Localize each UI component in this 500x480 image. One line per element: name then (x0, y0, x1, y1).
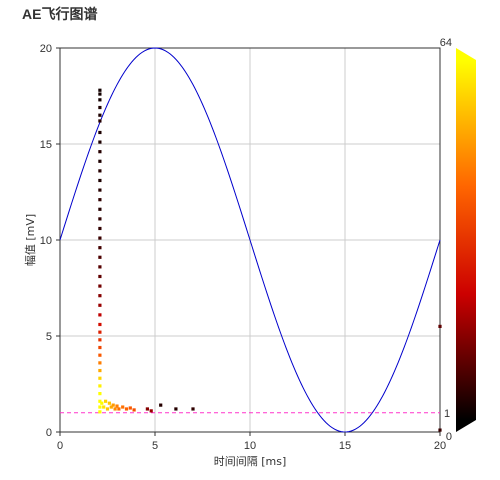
scatter-point (98, 226, 102, 231)
scatter-point (98, 399, 102, 403)
scatter-point (98, 98, 102, 102)
scatter-point (98, 119, 102, 123)
scatter-point (98, 303, 102, 307)
scatter-point (132, 408, 136, 412)
scatter-point (128, 406, 132, 410)
reference-sine-curve (59, 47, 441, 433)
scatter-point (98, 169, 102, 173)
x-tick-label: 10 (244, 440, 256, 452)
scatter-point (98, 236, 102, 240)
scatter-point (98, 284, 102, 288)
scatter-point (98, 392, 102, 396)
scatter-point (104, 399, 108, 403)
y-tick-label: 15 (40, 139, 52, 151)
scatter-point (107, 401, 111, 405)
scatter-point (149, 409, 153, 413)
scatter-point (98, 92, 102, 96)
chart-title: AE飞行图谱 (22, 6, 98, 22)
scatter-point (145, 407, 149, 411)
scatter-point (98, 322, 102, 327)
y-tick-label: 5 (46, 331, 52, 343)
scatter-point (105, 407, 110, 411)
scatter-point (124, 407, 129, 411)
scatter-point (98, 150, 102, 154)
scatter-point (159, 403, 163, 407)
colorbar-min-label: 0 (446, 431, 452, 443)
x-tick-label: 5 (152, 440, 158, 452)
scatter-point (98, 130, 102, 135)
colorbar: 64 0 (440, 37, 476, 443)
x-axis-label: 时间间隔 [ms] (214, 455, 287, 468)
scatter-point (98, 338, 102, 342)
scatter-point (98, 330, 102, 334)
scatter-point (438, 428, 442, 432)
scatter-point (98, 384, 102, 388)
scatter-point (98, 376, 102, 380)
scatter-point (98, 345, 102, 350)
scatter-point (98, 159, 102, 163)
threshold-label: 1 (444, 408, 450, 420)
x-axis-ticks: 0 5 10 15 20 (57, 432, 446, 452)
scatter-point (98, 140, 102, 144)
scatter-point (174, 407, 178, 411)
x-tick-label: 0 (57, 440, 63, 452)
scatter-point (98, 353, 102, 357)
scatter-point (98, 188, 102, 192)
scatter-point (98, 88, 102, 92)
scatter-point (98, 105, 102, 110)
scatter-point (98, 274, 102, 279)
scatter-point (117, 407, 121, 411)
scatter-point (191, 407, 195, 411)
scatter-point (111, 403, 115, 407)
y-tick-label: 10 (40, 235, 52, 247)
scatter-point (98, 265, 102, 269)
colorbar-max-marker (456, 48, 476, 60)
scatter-point (98, 313, 102, 317)
scatter-point (98, 410, 102, 414)
scatter-point (98, 405, 102, 409)
scatter-point (113, 407, 117, 411)
scatter-point (98, 198, 102, 202)
y-axis-label: 幅值 [mV] (24, 214, 37, 266)
scatter-point (109, 405, 113, 409)
scatter-point (98, 217, 102, 221)
colorbar-max-label: 64 (440, 37, 452, 49)
scatter-point (115, 404, 119, 408)
y-tick-label: 0 (46, 427, 52, 439)
x-tick-label: 20 (434, 440, 446, 452)
y-axis-ticks: 0 5 10 15 20 (40, 43, 60, 439)
colorbar-min-marker (456, 420, 476, 432)
scatter-point (98, 246, 102, 250)
scatter-point (98, 368, 102, 373)
scatter-point (98, 178, 102, 183)
x-tick-label: 15 (339, 440, 351, 452)
scatter-point (121, 405, 125, 409)
y-tick-label: 20 (40, 43, 52, 55)
scatter-points (98, 88, 442, 432)
scatter-point (100, 401, 104, 405)
scatter-point (98, 113, 102, 117)
scatter-point (438, 324, 442, 328)
scatter-point (98, 207, 102, 211)
scatter-point (98, 255, 102, 259)
colorbar-gradient (456, 60, 476, 420)
scatter-point (102, 405, 106, 409)
scatter-point (98, 361, 102, 365)
scatter-point (98, 294, 102, 298)
